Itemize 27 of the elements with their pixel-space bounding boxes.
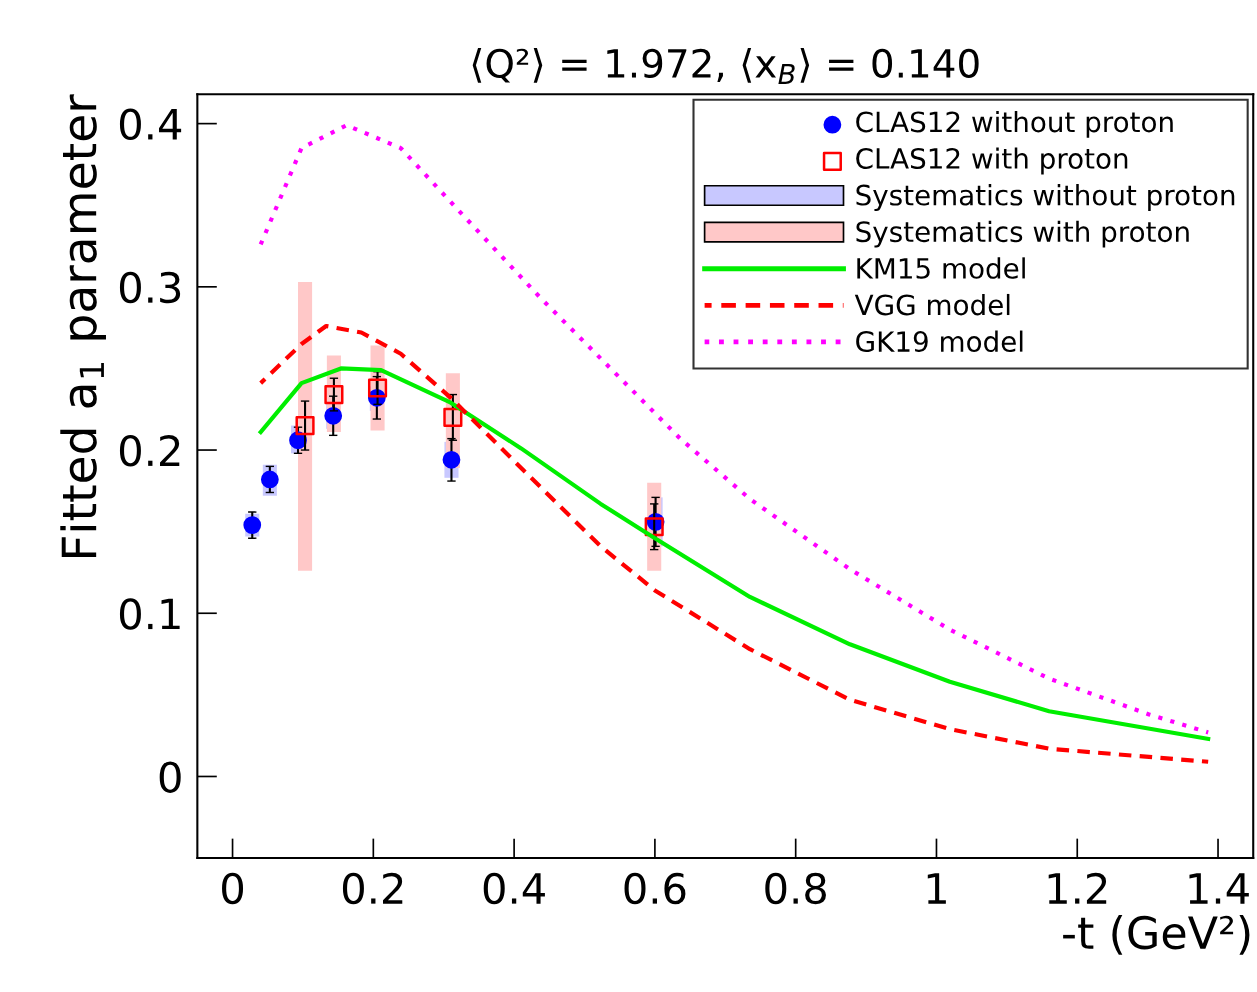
y-tick-label: 0.4 <box>119 108 182 141</box>
legend-label: CLAS12 without proton <box>856 110 1173 138</box>
y-tick-label: 0 <box>159 761 181 793</box>
chart-title: ⟨Q²⟩ = 1.972, ⟨x$_{B}$⟩ = 0.140 <box>472 48 979 84</box>
x-tick-label: 0.8 <box>765 872 826 905</box>
point <box>260 470 279 489</box>
x-tick-label: 0.4 <box>483 872 545 905</box>
y-axis-title: Fitted a$_{1}$ parameter <box>60 94 106 558</box>
legend-label: KM15 model <box>857 257 1025 279</box>
legend-label: Systematics without proton <box>856 184 1235 211</box>
y-tick-label: 0.3 <box>119 271 181 304</box>
x-tick-label: 1.4 <box>1189 873 1249 904</box>
legend-label: CLAS12 with proton <box>856 147 1128 175</box>
x-axis-title: -t (GeV²) <box>1063 915 1250 955</box>
x-tick-label: 1 <box>927 873 946 904</box>
y-tick-label: 0.1 <box>119 598 180 630</box>
x-tick-label: 0.6 <box>624 872 686 905</box>
point <box>324 384 344 405</box>
y-tick-label: 0.2 <box>119 434 180 467</box>
legend-label: GK19 model <box>856 330 1023 353</box>
x-tick-label: 0 <box>222 872 244 905</box>
x-tick-label: 1.2 <box>1048 872 1107 904</box>
legend-label: Systematics with proton <box>856 220 1189 248</box>
legend-label: VGG model <box>854 293 1010 316</box>
point <box>443 407 463 427</box>
point <box>295 415 315 436</box>
x-tick-label: 0.2 <box>342 872 403 905</box>
